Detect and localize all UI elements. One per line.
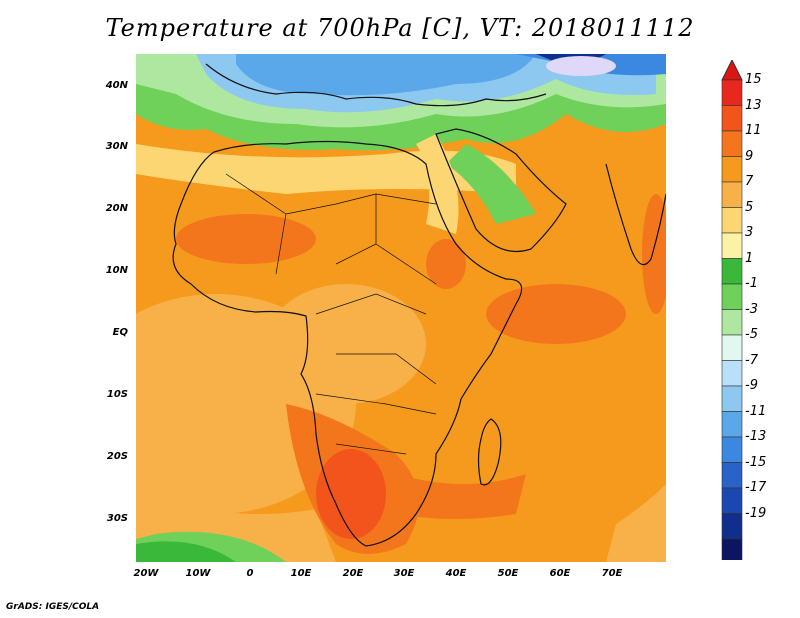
south-atlantic-cold-zone xyxy=(136,541,236,562)
colorbar-tick-label: 7 xyxy=(745,174,754,189)
lon-label: 70E xyxy=(601,568,623,579)
lat-label: 40N xyxy=(105,80,128,91)
country-borders xyxy=(225,173,437,455)
colorbar-tick-label: -3 xyxy=(745,301,758,317)
arabia-cool-zone xyxy=(446,144,536,224)
colorbar-tick-label: 11 xyxy=(745,123,762,138)
arabia-coastline xyxy=(435,128,567,253)
colorbar-segment xyxy=(721,181,743,208)
west-africa-hot-zone xyxy=(176,214,316,264)
colorbar-segment xyxy=(721,462,743,489)
colorbar-segment xyxy=(721,283,743,310)
europe-coastline xyxy=(205,63,547,107)
colorbar-tick-label: -19 xyxy=(745,505,767,521)
lon-label: 50E xyxy=(497,568,519,579)
colorbar-segment xyxy=(721,105,743,132)
lon-label: 0 xyxy=(246,568,254,579)
colorbar-segment xyxy=(721,130,743,157)
lon-label: 20E xyxy=(342,568,364,579)
credit-text: GrADS: IGES/COLA xyxy=(6,602,100,612)
colorbar-segment xyxy=(721,538,743,560)
colorbar-segment xyxy=(721,156,743,183)
colorbar-tick-label: 13 xyxy=(745,97,762,113)
lat-label: 20N xyxy=(105,203,128,214)
europe-cold-zone xyxy=(236,54,536,96)
central-africa-zone xyxy=(266,284,426,404)
lon-label: 10E xyxy=(290,568,312,579)
india-coastline xyxy=(605,163,666,266)
colorbar-segment xyxy=(721,411,743,438)
colorbar-tick-label: -1 xyxy=(745,276,758,291)
colorbar-tick-label: -5 xyxy=(745,327,758,342)
chart-title: Temperature at 700hPa [C], VT: 201801111… xyxy=(105,14,695,42)
colorbar-tick-label: 3 xyxy=(745,225,754,240)
colorbar-segment xyxy=(721,258,743,285)
colorbar-tick-label: 5 xyxy=(745,199,754,215)
colorbar-tick-label: 15 xyxy=(745,72,762,87)
madagascar-coastline xyxy=(477,418,502,486)
lat-label: 10N xyxy=(105,265,128,276)
lon-label: 40E xyxy=(445,568,467,579)
colorbar-segment xyxy=(721,79,743,106)
colorbar-segment xyxy=(721,436,743,463)
south-indian-hot-zone xyxy=(396,474,526,519)
lat-label: 30S xyxy=(106,513,128,524)
colorbar-tick-label: -13 xyxy=(745,429,767,444)
south-indian-zone xyxy=(606,484,666,562)
colorbar-tick-label: -7 xyxy=(745,352,758,368)
colorbar-segment xyxy=(721,232,743,259)
lat-label: 30N xyxy=(105,141,128,152)
colorbar-tick-label: -11 xyxy=(745,403,767,419)
lon-label: 20W xyxy=(133,568,159,579)
colorbar-segment xyxy=(721,513,743,540)
temperature-map xyxy=(136,54,666,562)
colorbar-tick-label: -15 xyxy=(745,454,767,470)
colorbar-segment xyxy=(721,207,743,234)
colorbar-tick-label: 1 xyxy=(745,250,754,266)
colorbar xyxy=(721,60,743,560)
colorbar-top-arrow xyxy=(721,60,743,81)
colorbar-segment xyxy=(721,334,743,361)
red-sea-zone xyxy=(416,134,459,234)
colorbar-tick-label: -17 xyxy=(745,480,767,495)
colorbar-tick-label: 9 xyxy=(745,148,754,164)
namibia-hottest-zone xyxy=(316,449,386,539)
colorbar-tick-label: -9 xyxy=(745,378,758,393)
colorbar-segment xyxy=(721,360,743,387)
lat-label: 10S xyxy=(106,389,128,400)
colorbar-segment xyxy=(721,385,743,412)
lon-label: 30E xyxy=(393,568,415,579)
lat-label: 20S xyxy=(106,451,128,462)
sahara-light-band xyxy=(136,144,516,194)
asia-extreme-cold-zone xyxy=(546,56,616,76)
colorbar-segment xyxy=(721,309,743,336)
arabian-sea-hot-zone xyxy=(486,284,626,344)
lon-label: 10W xyxy=(185,568,211,579)
africa-coastline xyxy=(172,140,523,547)
lon-label: 60E xyxy=(549,568,571,579)
colorbar-segment xyxy=(721,487,743,514)
lat-label: EQ xyxy=(112,327,128,338)
ethiopia-hot-zone xyxy=(426,239,466,289)
